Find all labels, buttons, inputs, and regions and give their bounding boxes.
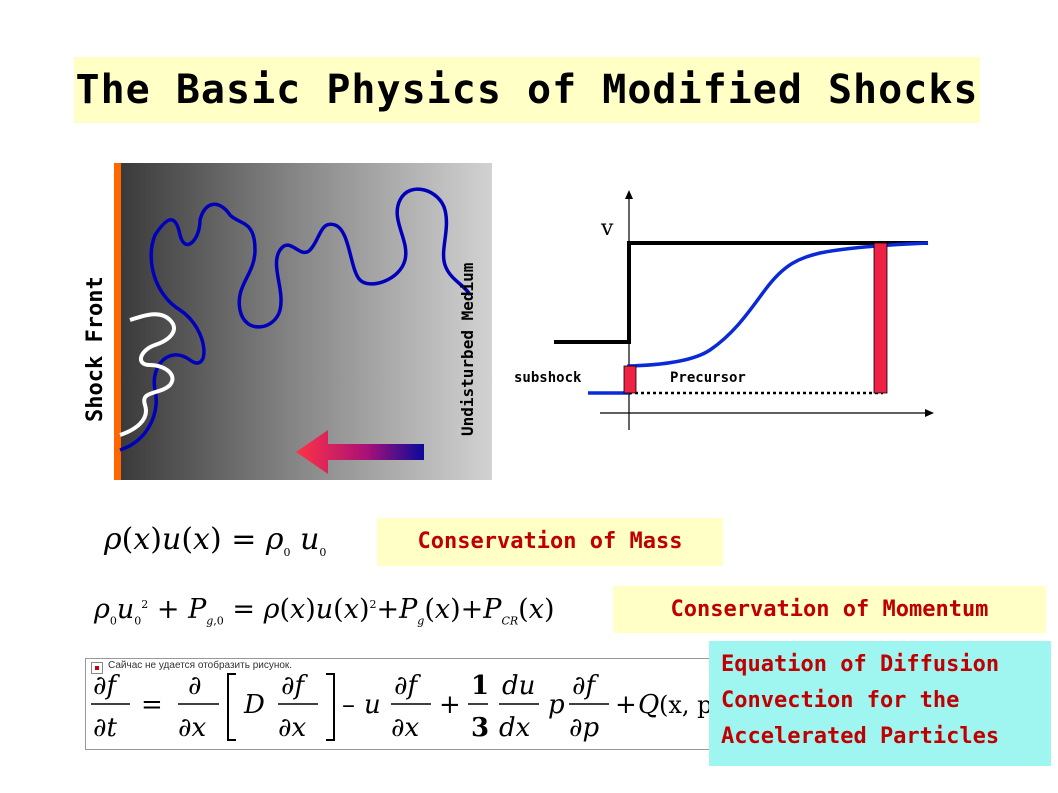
- flow-arrow: [296, 430, 424, 474]
- svg-text:∂f: ∂f: [572, 671, 599, 701]
- diffusion-label: Equation of Diffusion Convection for the…: [709, 641, 1051, 766]
- subshock-label: subshock: [514, 370, 582, 386]
- svg-text:–: –: [342, 690, 355, 720]
- v-axis-label: v: [601, 216, 614, 241]
- svg-text:1: 1: [471, 671, 489, 701]
- shock-diagram: [114, 163, 492, 480]
- title-box: The Basic Physics of Modified Shocks: [74, 57, 980, 123]
- svg-text:dx: dx: [499, 713, 531, 743]
- diffusion-label-line2: Convection for the: [721, 688, 960, 713]
- svg-text:u: u: [364, 690, 381, 720]
- subshock-bar: [623, 365, 637, 394]
- svg-text:Q: Q: [638, 690, 659, 720]
- svg-text:du: du: [502, 671, 535, 701]
- svg-text:∂: ∂: [188, 671, 201, 701]
- svg-text:∂f: ∂f: [394, 671, 421, 701]
- field-line-blue: [119, 187, 472, 452]
- svg-text:D: D: [243, 690, 265, 720]
- broken-image-icon: [91, 662, 103, 674]
- page-title: The Basic Physics of Modified Shocks: [75, 67, 979, 113]
- svg-text:∂t: ∂t: [93, 713, 117, 743]
- smooth-profile: [588, 241, 929, 395]
- equation-diffusion: ∂f ∂t = ∂ ∂x D ∂f ∂x – u ∂f ∂x + 1 3 du …: [91, 671, 710, 743]
- momentum-label: Conservation of Momentum: [613, 586, 1046, 633]
- svg-text:+: +: [439, 690, 461, 720]
- undisturbed-medium-label: Undisturbed Medium: [458, 262, 477, 436]
- equation-momentum: ρ0u02 + Pg,0 = ρ(x)u(x)2+Pg(x)+PCR(x): [94, 594, 555, 628]
- diffusion-label-line1: Equation of Diffusion: [721, 652, 1000, 677]
- svg-text:∂x: ∂x: [178, 713, 206, 743]
- precursor-bar: [873, 242, 888, 394]
- svg-text:∂x: ∂x: [278, 713, 306, 743]
- shock-front-line: [114, 163, 121, 480]
- velocity-profile-diagram: [554, 190, 934, 430]
- svg-text:∂f: ∂f: [93, 671, 120, 701]
- gradient-panel: [120, 163, 492, 480]
- svg-text:∂x: ∂x: [391, 713, 419, 743]
- svg-text:(x, p, t): (x, p, t): [659, 691, 710, 719]
- precursor-label: Precursor: [670, 370, 746, 386]
- diffusion-label-line3: Accelerated Particles: [721, 724, 1000, 749]
- step-profile: [554, 241, 928, 344]
- svg-text:+: +: [615, 690, 637, 720]
- svg-text:=: =: [141, 690, 163, 720]
- shock-front-label: Shock Front: [83, 276, 108, 422]
- mass-label: Conservation of Mass: [377, 518, 723, 566]
- svg-text:3: 3: [471, 713, 489, 743]
- svg-text:∂f: ∂f: [281, 671, 308, 701]
- broken-image-text: Сайчас не удается отобразить рисунок.: [108, 660, 293, 671]
- field-line-white: [119, 312, 176, 437]
- broken-image-frame: Сайчас не удается отобразить рисунок.: [85, 658, 710, 750]
- equation-mass: ρ(x)u(x) = ρ0 u0: [104, 522, 327, 559]
- svg-text:∂p: ∂p: [569, 713, 599, 743]
- svg-text:p: p: [548, 690, 565, 720]
